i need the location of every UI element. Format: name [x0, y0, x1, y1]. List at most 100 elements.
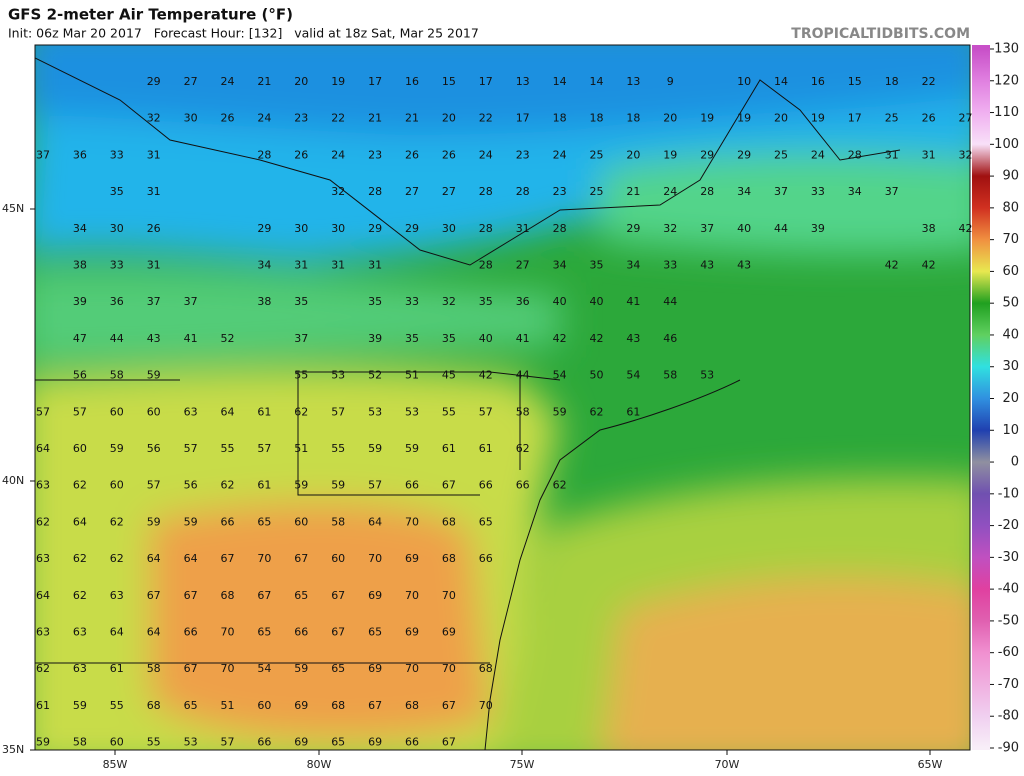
temperature-label: 67 [368, 699, 382, 712]
temperature-label: 66 [257, 736, 271, 749]
temperature-label: 23 [553, 185, 567, 198]
temperature-label: 16 [811, 75, 825, 88]
colorbar-tick-label: 30 [1002, 359, 1019, 374]
temperature-label: 20 [442, 112, 456, 125]
temperature-label: 70 [368, 552, 382, 565]
temperature-label: 59 [36, 736, 50, 749]
temperature-label: 18 [590, 112, 604, 125]
temperature-label: 68 [405, 699, 419, 712]
temperature-label: 21 [405, 112, 419, 125]
temperature-label: 26 [442, 148, 456, 161]
temperature-label: 19 [700, 112, 714, 125]
temperature-label: 35 [442, 332, 456, 345]
temperature-label: 66 [479, 552, 493, 565]
temperature-label: 58 [331, 515, 345, 528]
temperature-label: 60 [331, 552, 345, 565]
temperature-label: 70 [405, 662, 419, 675]
temperature-label: 68 [331, 699, 345, 712]
temperature-label: 59 [73, 699, 87, 712]
temperature-label: 14 [774, 75, 788, 88]
temperature-label: 26 [405, 148, 419, 161]
temperature-label: 60 [257, 699, 271, 712]
temperature-label: 53 [331, 369, 345, 382]
temperature-label: 27 [442, 185, 456, 198]
temperature-label: 25 [774, 148, 788, 161]
temperature-label: 64 [73, 515, 87, 528]
temperature-label: 28 [479, 259, 493, 272]
temperature-label: 64 [184, 552, 198, 565]
temperature-label: 66 [221, 515, 235, 528]
temperature-label: 32 [331, 185, 345, 198]
temperature-label: 35 [368, 295, 382, 308]
temperature-label: 47 [73, 332, 87, 345]
temperature-label: 53 [184, 736, 198, 749]
temperature-label: 41 [184, 332, 198, 345]
temperature-label: 37 [700, 222, 714, 235]
temperature-label: 37 [184, 295, 198, 308]
temperature-label: 57 [257, 442, 271, 455]
temperature-label: 60 [147, 405, 161, 418]
temperature-label: 62 [553, 479, 567, 492]
colorbar-tick-label: -30 [998, 550, 1019, 565]
temperature-label: 66 [405, 479, 419, 492]
temperature-label: 28 [516, 185, 530, 198]
temperature-label: 53 [405, 405, 419, 418]
temperature-label: 65 [257, 515, 271, 528]
temperature-label: 34 [626, 259, 640, 272]
temperature-label: 22 [479, 112, 493, 125]
temperature-label: 70 [479, 699, 493, 712]
temperature-label: 9 [667, 75, 674, 88]
longitude-label: 70W [715, 758, 740, 771]
temperature-label: 62 [294, 405, 308, 418]
temperature-label: 39 [368, 332, 382, 345]
temperature-label: 60 [110, 479, 124, 492]
temperature-label: 31 [885, 148, 899, 161]
temperature-label: 67 [442, 736, 456, 749]
temperature-label: 64 [147, 552, 161, 565]
temperature-label: 64 [147, 626, 161, 639]
temperature-label: 55 [147, 736, 161, 749]
temperature-label: 54 [553, 369, 567, 382]
temperature-label: 63 [36, 552, 50, 565]
temperature-label: 19 [331, 75, 345, 88]
temperature-label: 34 [73, 222, 87, 235]
temperature-label: 45 [442, 369, 456, 382]
temperature-label: 62 [110, 552, 124, 565]
temperature-label: 37 [294, 332, 308, 345]
temperature-label: 27 [405, 185, 419, 198]
temperature-label: 62 [73, 589, 87, 602]
temperature-label: 69 [294, 736, 308, 749]
temperature-label: 62 [516, 442, 530, 455]
temperature-label: 55 [221, 442, 235, 455]
temperature-label: 64 [221, 405, 235, 418]
colorbar-tick-label: 120 [994, 73, 1019, 88]
temperature-label: 27 [184, 75, 198, 88]
temperature-label: 18 [626, 112, 640, 125]
temperature-label: 59 [405, 442, 419, 455]
temperature-label: 22 [922, 75, 936, 88]
temperature-label: 68 [221, 589, 235, 602]
temperature-label: 28 [368, 185, 382, 198]
temperature-label: 64 [368, 515, 382, 528]
temperature-label: 40 [553, 295, 567, 308]
temperature-label: 57 [368, 479, 382, 492]
temperature-label: 57 [36, 405, 50, 418]
colorbar-tick-label: -10 [998, 486, 1019, 501]
temperature-label: 57 [221, 736, 235, 749]
temperature-label: 61 [479, 442, 493, 455]
temperature-label: 46 [663, 332, 677, 345]
temperature-label: 60 [110, 736, 124, 749]
longitude-label: 80W [307, 758, 332, 771]
temperature-label: 37 [774, 185, 788, 198]
temperature-label: 70 [221, 626, 235, 639]
temperature-label: 28 [700, 185, 714, 198]
temperature-label: 67 [184, 589, 198, 602]
temperature-label: 26 [294, 148, 308, 161]
temperature-label: 61 [442, 442, 456, 455]
temperature-label: 41 [626, 295, 640, 308]
temperature-label: 68 [147, 699, 161, 712]
temperature-label: 64 [110, 626, 124, 639]
colorbar-tick-label: -40 [998, 582, 1019, 597]
temperature-label: 42 [590, 332, 604, 345]
